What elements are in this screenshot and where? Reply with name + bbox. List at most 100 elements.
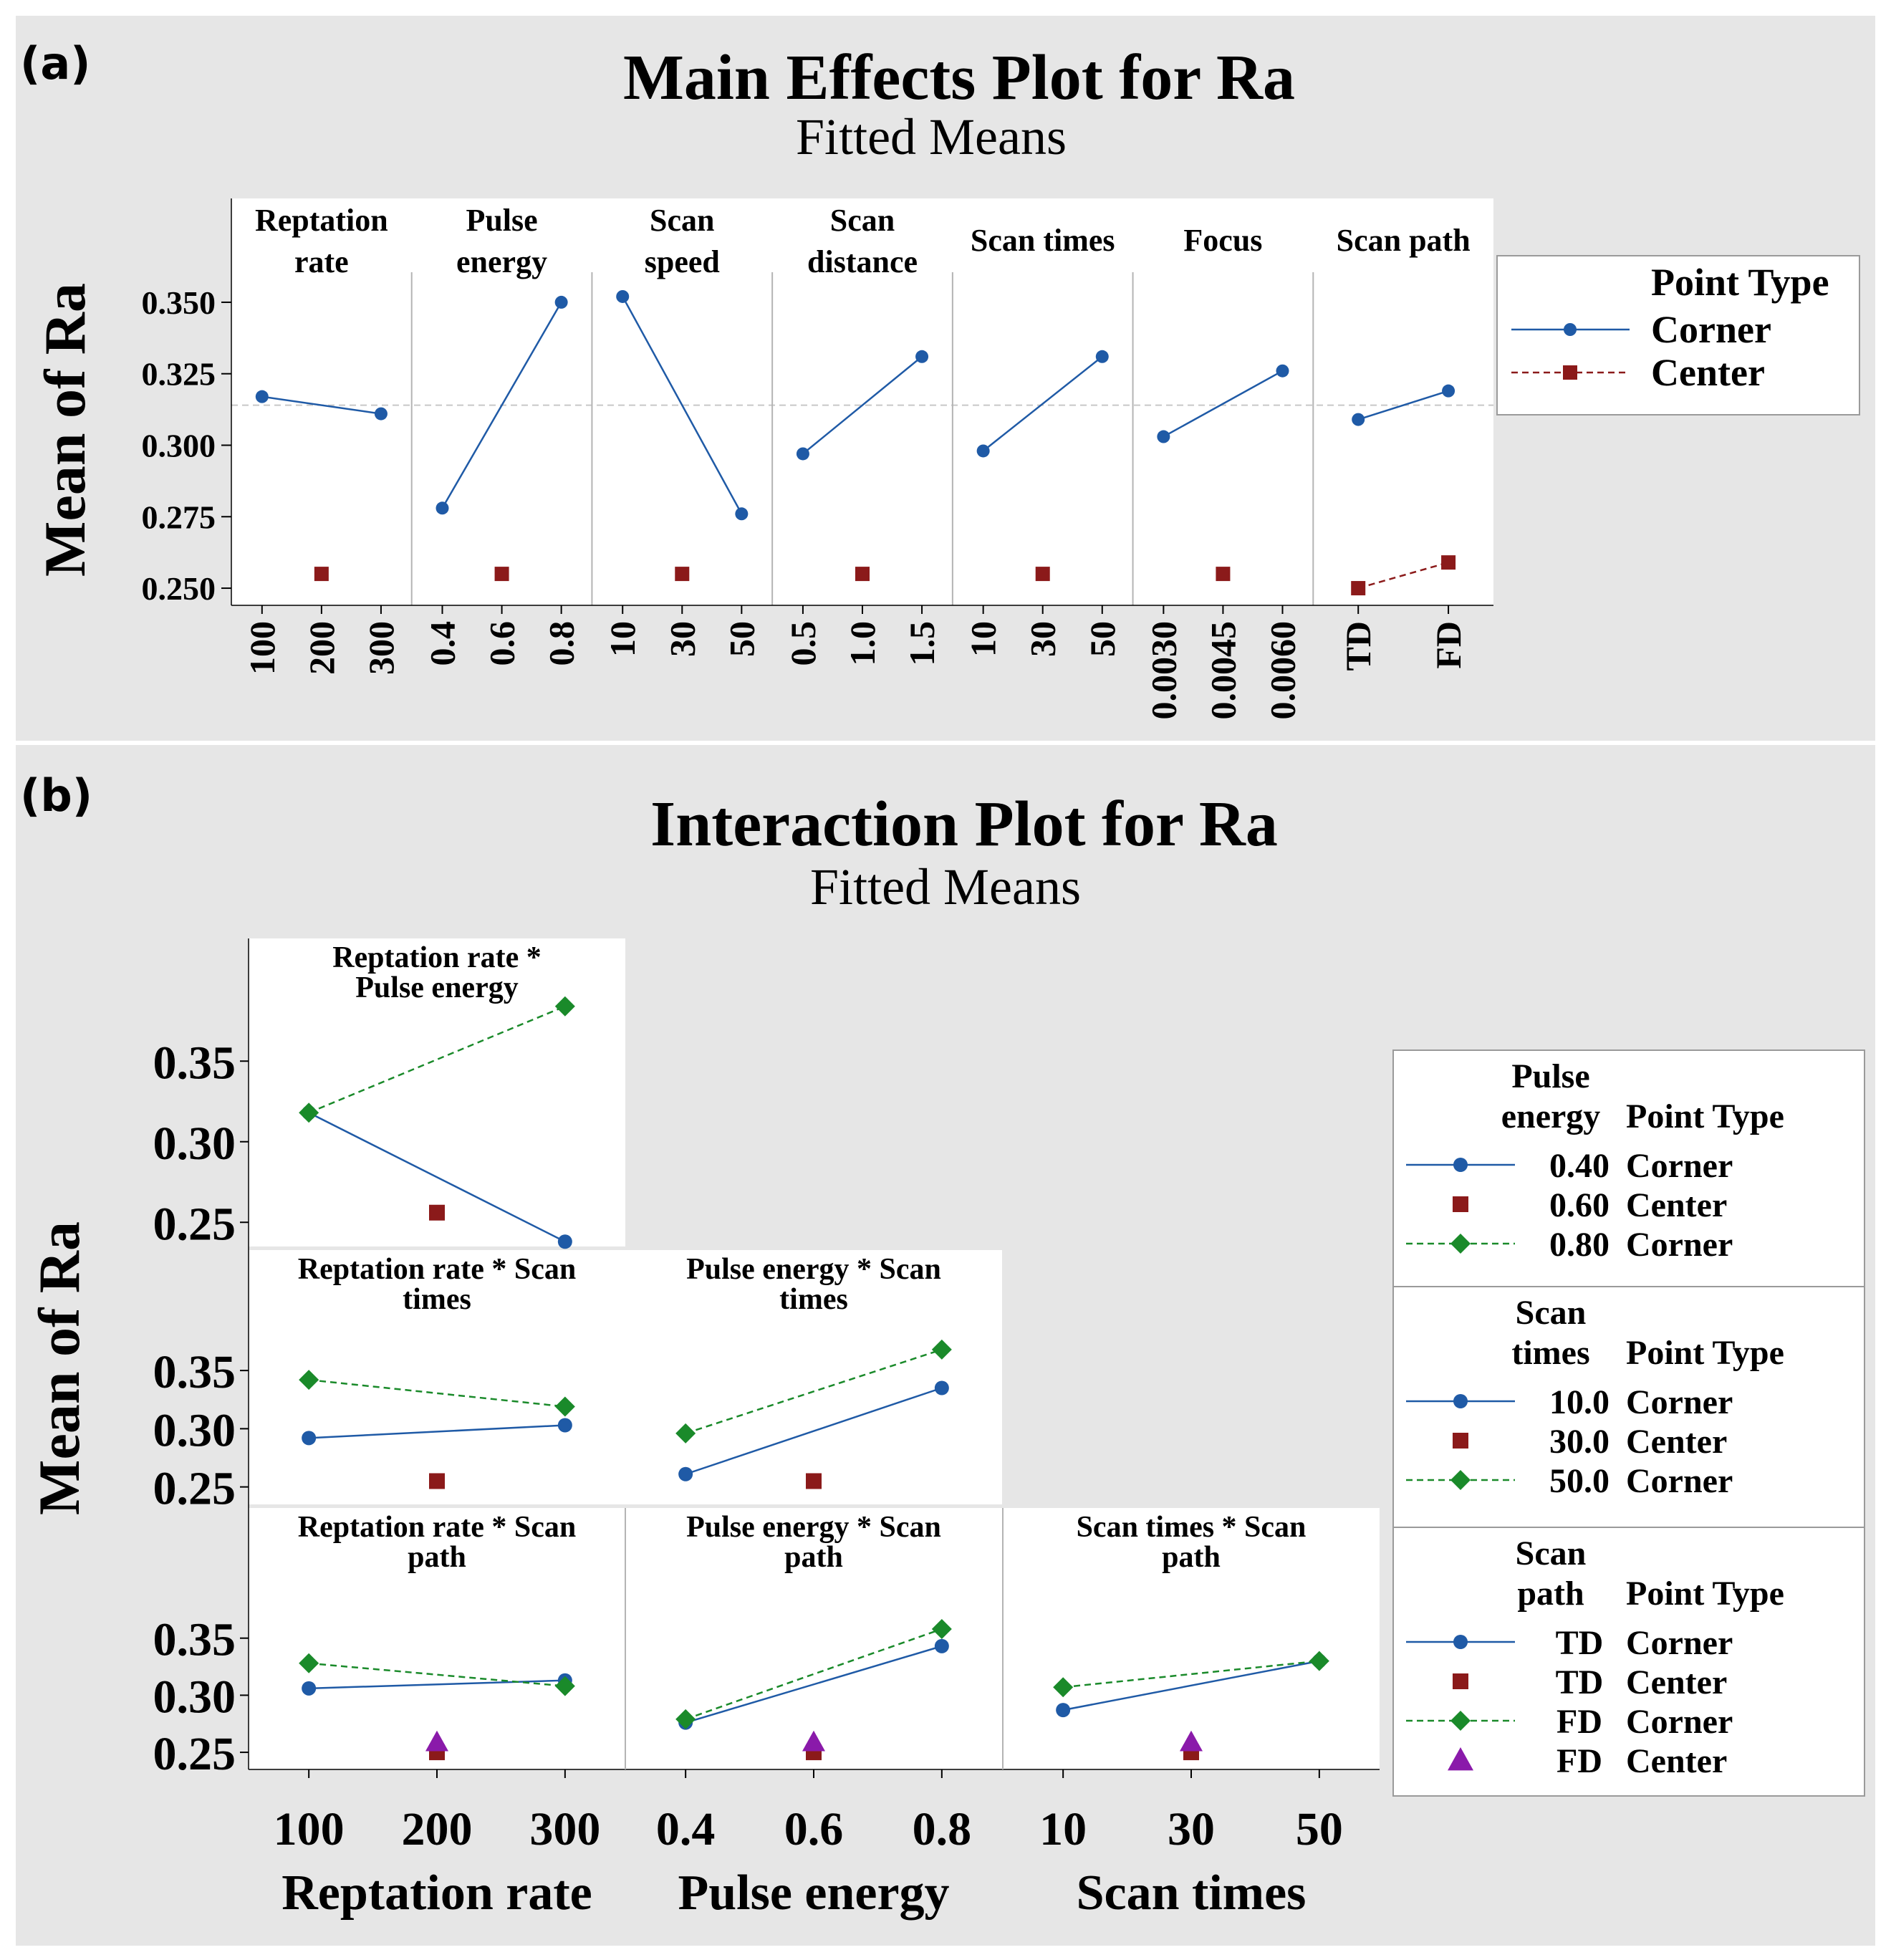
- low-level-line: [1062, 1660, 1320, 1711]
- x-tick-label: 30: [1168, 1803, 1215, 1855]
- low-level-point: [934, 1638, 949, 1653]
- legend-level-label: TD: [1556, 1663, 1604, 1701]
- cell-title: path: [408, 1541, 466, 1574]
- x-tick-label: 200: [402, 1803, 473, 1855]
- legend-level-label: 10.0: [1549, 1383, 1609, 1421]
- legend-level-label: 30.0: [1549, 1423, 1609, 1461]
- y-tick-label: 0.30: [153, 1404, 236, 1456]
- legend-circle-icon: [1453, 1158, 1468, 1172]
- corner-point: [1276, 364, 1289, 378]
- x-tick-label: 50: [1082, 621, 1122, 657]
- legend-diamond-icon: [1450, 1711, 1471, 1731]
- low-level-point: [934, 1380, 949, 1395]
- low-level-line: [308, 1112, 566, 1243]
- panel-a-label: (a): [20, 37, 91, 90]
- high-level-line: [308, 1005, 566, 1114]
- corner-line: [982, 355, 1103, 452]
- corner-point: [616, 289, 630, 303]
- low-level-point: [557, 1234, 572, 1249]
- x-tick-label: 0.5: [783, 621, 823, 666]
- panel-a-title: Main Effects Plot for Ra: [623, 42, 1295, 113]
- high-level-point: [1053, 1677, 1074, 1698]
- cell-title: Pulse energy * Scan: [686, 1511, 941, 1544]
- legend-triangle-icon: [1448, 1747, 1473, 1771]
- legend-type-label: Center: [1626, 1423, 1727, 1461]
- cell-title: Pulse energy: [355, 971, 518, 1004]
- x-tick-label: 10: [1039, 1803, 1087, 1855]
- x-tick-label: 0.4: [656, 1803, 716, 1855]
- legend-factor-header: Scan: [1516, 1534, 1587, 1572]
- center-line: [1357, 561, 1449, 590]
- legend-type-header: Point Type: [1626, 1334, 1784, 1372]
- cell-title: times: [779, 1283, 848, 1316]
- fd-center-point: [425, 1730, 448, 1752]
- corner-point: [915, 350, 929, 363]
- y-tick-label: 0.300: [142, 427, 216, 463]
- corner-line: [441, 302, 562, 509]
- center-point: [806, 1473, 822, 1489]
- high-level-point: [931, 1618, 952, 1639]
- panel-b-subtitle: Fitted Means: [810, 858, 1081, 916]
- corner-point: [1442, 384, 1455, 398]
- legend-corner-icon: [1564, 323, 1577, 336]
- cell-title: Reptation rate * Scan: [298, 1253, 576, 1286]
- center-point: [675, 567, 690, 582]
- y-tick-label: 0.325: [142, 356, 216, 393]
- interaction-legend-box: [1392, 1049, 1865, 1287]
- high-level-point: [554, 1676, 575, 1696]
- legend-level-label: 50.0: [1549, 1462, 1609, 1500]
- x-tick-label: 300: [361, 621, 401, 675]
- legend-level-label: FD: [1556, 1742, 1602, 1780]
- x-tick-label: 200: [302, 621, 342, 675]
- x-tick-label: 0.6: [784, 1803, 844, 1855]
- x-tick-label: 1.5: [902, 621, 942, 666]
- low-level-point: [678, 1466, 693, 1481]
- legend-factor-header: times: [1511, 1334, 1589, 1372]
- legend-type-label: Corner: [1626, 1703, 1733, 1741]
- legend-square-icon: [1453, 1196, 1468, 1212]
- cell-title: Pulse energy * Scan: [686, 1253, 941, 1286]
- legend-type-label: Center: [1626, 1742, 1727, 1780]
- corner-point: [1352, 413, 1365, 426]
- x-tick-label: 0.0030: [1143, 621, 1183, 720]
- fd-center-point: [802, 1730, 825, 1752]
- facet-header: energy: [456, 244, 547, 279]
- y-tick-label: 0.25: [153, 1198, 236, 1250]
- cell-title: Reptation rate *: [332, 941, 542, 974]
- corner-point: [1157, 430, 1170, 443]
- high-level-line: [685, 1348, 943, 1435]
- legend-factor-header: Pulse: [1511, 1057, 1589, 1095]
- low-level-line: [685, 1387, 943, 1475]
- high-level-point: [299, 1102, 319, 1123]
- y-tick-label: 0.25: [153, 1728, 236, 1780]
- legend-factor-header: path: [1517, 1575, 1584, 1613]
- y-tick-label: 0.25: [153, 1463, 236, 1515]
- y-tick-label: 0.35: [153, 1037, 236, 1089]
- legend-circle-icon: [1453, 1635, 1468, 1649]
- low-level-point: [302, 1681, 317, 1696]
- legend-center-icon: [1563, 365, 1577, 380]
- facet-header: Reptation: [255, 203, 388, 238]
- legend-item-label: Corner: [1651, 308, 1771, 351]
- x-tick-label: 0.0060: [1262, 621, 1302, 720]
- main-effects-legend-box: [1496, 255, 1860, 415]
- panel-a-ylabel: Mean of Ra: [32, 283, 97, 577]
- low-level-line: [309, 1424, 565, 1439]
- corner-point: [554, 295, 568, 309]
- y-tick-label: 0.30: [153, 1118, 236, 1170]
- low-level-line: [685, 1645, 943, 1724]
- corner-line: [261, 395, 382, 415]
- corner-line: [802, 355, 923, 455]
- interaction-legend-box: [1392, 1286, 1865, 1528]
- corner-point: [735, 507, 749, 521]
- x-tick-label: 0.4: [423, 621, 463, 666]
- facet-header: Scan: [830, 203, 895, 238]
- legend-type-header: Point Type: [1626, 1575, 1784, 1613]
- main-effects-plot-area: [231, 198, 1493, 605]
- legend-factor-header: energy: [1501, 1097, 1601, 1135]
- interaction-chart: 0.350.300.250.350.300.250.350.300.25Rept…: [153, 938, 1865, 1921]
- legend-square-icon: [1453, 1433, 1468, 1449]
- low-level-point: [557, 1418, 572, 1433]
- facet-header: speed: [645, 244, 720, 279]
